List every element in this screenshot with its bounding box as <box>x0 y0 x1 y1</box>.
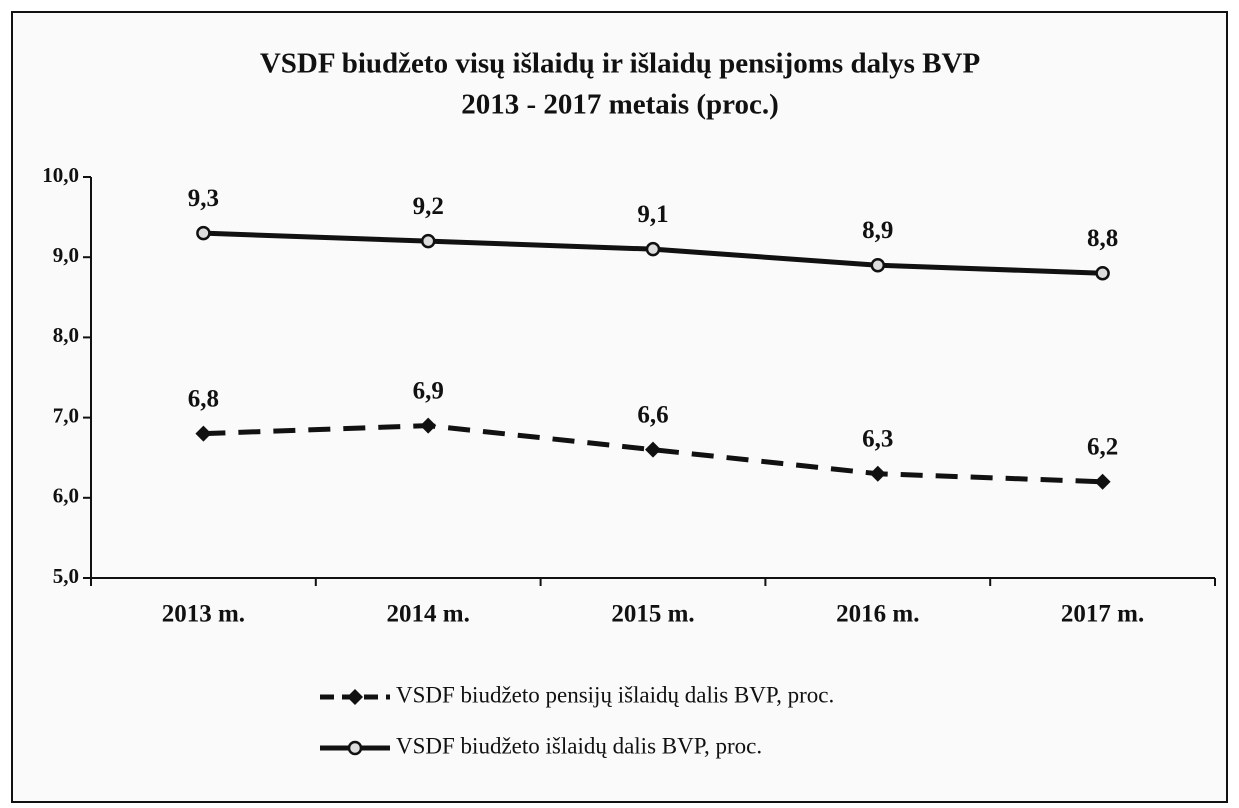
data-label: 6,3 <box>862 425 893 452</box>
legend-label: VSDF biudžeto pensijų išlaidų dalis BVP,… <box>396 682 834 707</box>
data-point <box>870 257 886 273</box>
y-tick-label: 8,0 <box>53 323 79 347</box>
data-point <box>645 241 661 257</box>
legend-label: VSDF biudžeto išlaidų dalis BVP, proc. <box>396 733 762 758</box>
data-label: 9,2 <box>413 193 444 220</box>
x-tick-label: 2015 m. <box>611 601 694 628</box>
legend-marker <box>347 689 363 705</box>
data-point <box>420 417 437 434</box>
x-tick-label: 2013 m. <box>162 601 245 628</box>
data-label: 6,8 <box>188 385 219 412</box>
data-point <box>420 233 436 249</box>
data-label: 8,9 <box>862 217 893 244</box>
data-point <box>869 465 886 482</box>
y-tick-label: 7,0 <box>53 403 79 427</box>
data-label: 6,2 <box>1087 433 1118 460</box>
chart-title: VSDF biudžeto visų išlaidų ir išlaidų pe… <box>260 48 980 80</box>
data-point <box>196 225 211 241</box>
y-tick-label: 10,0 <box>42 163 79 187</box>
x-tick-label: 2014 m. <box>387 601 470 628</box>
data-point <box>195 425 212 442</box>
data-point <box>1095 265 1110 281</box>
data-point <box>1094 473 1111 490</box>
legend-marker <box>347 740 363 756</box>
data-label: 6,6 <box>637 401 668 428</box>
data-label: 6,9 <box>413 377 444 404</box>
y-tick-label: 9,0 <box>53 243 79 267</box>
data-label: 9,3 <box>188 185 219 212</box>
y-tick-label: 5,0 <box>53 564 79 588</box>
data-label: 8,8 <box>1087 225 1118 252</box>
x-tick-label: 2016 m. <box>836 601 919 628</box>
data-label: 9,1 <box>637 201 668 228</box>
y-tick-label: 6,0 <box>53 484 79 508</box>
series-line <box>203 423 1103 485</box>
x-tick-label: 2017 m. <box>1061 601 1144 628</box>
frame <box>11 11 1228 803</box>
data-point <box>645 441 661 458</box>
chart-title: 2013 - 2017 metais (proc.) <box>461 89 779 121</box>
